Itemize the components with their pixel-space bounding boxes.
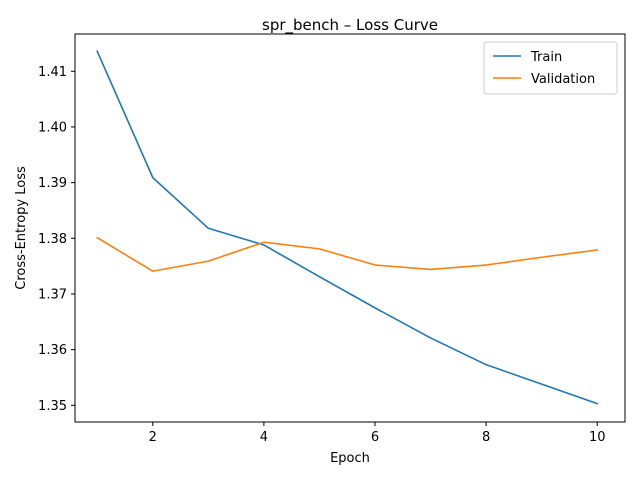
x-axis: 2 4 6 8 10 [149, 422, 606, 445]
series-lines [96, 50, 599, 405]
y-tick-label: 1.35 [38, 399, 67, 414]
x-tick-label: 6 [371, 430, 379, 445]
y-tick-label: 1.40 [38, 120, 67, 135]
x-tick-label: 8 [482, 430, 490, 445]
plot-frame [74, 33, 626, 423]
legend-label-validation: Validation [531, 72, 595, 87]
y-tick-label: 1.38 [38, 232, 67, 247]
y-axis-label: Cross-Entropy Loss [14, 166, 29, 290]
legend: Train Validation [483, 41, 618, 95]
series-line-validation [96, 236, 599, 272]
legend-box [483, 41, 618, 95]
chart-title: spr_bench – Loss Curve [262, 16, 438, 35]
legend-label-train: Train [530, 50, 562, 65]
y-tick-label: 1.41 [38, 65, 67, 80]
x-tick-label: 2 [149, 430, 157, 445]
series-line-train [96, 50, 599, 405]
x-tick-label: 10 [589, 430, 606, 445]
y-axis: 1.35 1.36 1.37 1.38 1.39 1.40 1.41 [38, 65, 75, 414]
plot-area [74, 33, 626, 423]
y-tick-label: 1.36 [38, 343, 67, 358]
x-axis-label: Epoch [330, 451, 370, 466]
y-tick-label: 1.39 [38, 176, 67, 191]
x-tick-label: 4 [260, 430, 268, 445]
y-tick-label: 1.37 [38, 287, 67, 302]
